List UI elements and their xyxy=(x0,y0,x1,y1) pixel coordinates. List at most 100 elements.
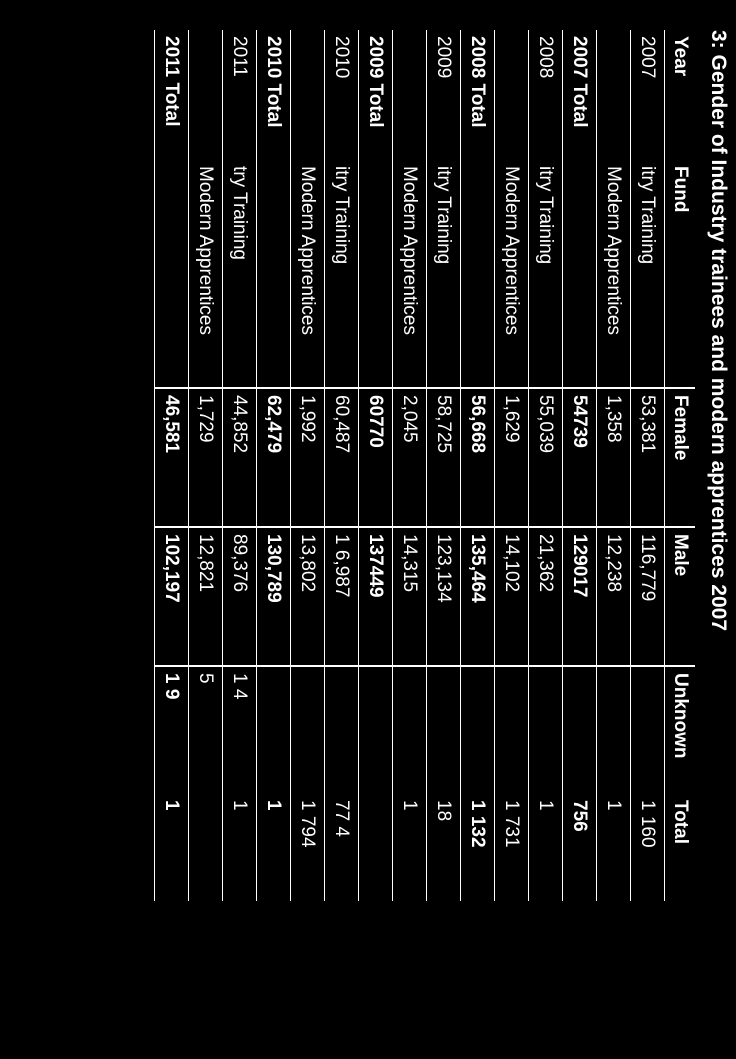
table-cell: 5 xyxy=(188,666,223,794)
total-row: 2009 Total 60770 137449 xyxy=(358,30,393,901)
table-cell: 21,362 xyxy=(528,527,563,666)
table-row: Modern Apprentices 1,992 13,802 1 794 xyxy=(290,30,325,901)
table-cell: 14,102 xyxy=(494,527,529,666)
table-cell: 77 4 xyxy=(324,794,359,901)
table-cell: 116,779 xyxy=(630,527,665,666)
column-header: Fund xyxy=(664,160,695,388)
column-header: Year xyxy=(664,30,695,160)
table-cell: itry Training xyxy=(324,160,359,388)
table-cell: Modern Apprentices xyxy=(392,160,427,388)
total-row: 2010 Total 62,479 130,789 1 xyxy=(256,30,291,901)
table-cell: 18 xyxy=(426,794,461,901)
table-cell xyxy=(392,666,427,794)
table-cell xyxy=(596,30,631,160)
column-header: Female xyxy=(664,388,695,527)
table-cell xyxy=(290,666,325,794)
table-cell xyxy=(494,30,529,160)
table-cell xyxy=(358,666,393,794)
table-cell: 2010 Total xyxy=(256,30,291,160)
table-cell: 1,729 xyxy=(188,388,223,527)
column-header: Total xyxy=(664,794,695,901)
table-cell xyxy=(256,160,291,388)
table-cell: 2009 Total xyxy=(358,30,393,160)
table-cell: 2008 xyxy=(528,30,563,160)
table-row: Modern Apprentices 2,045 14,315 1 xyxy=(392,30,427,901)
table-cell: 129017 xyxy=(562,527,597,666)
table-cell: 1 6,987 xyxy=(324,527,359,666)
table-cell: Modern Apprentices xyxy=(596,160,631,388)
table-cell: itry Training xyxy=(630,160,665,388)
table-cell: 2009 xyxy=(426,30,461,160)
table-cell xyxy=(256,666,291,794)
table-row: Modern Apprentices 1,729 12,821 5 xyxy=(188,30,223,901)
table-row: 2007 itry Training 53,381 116,779 1 160 xyxy=(630,30,665,901)
table-cell: Modern Apprentices xyxy=(290,160,325,388)
table-cell xyxy=(494,666,529,794)
total-row: 2007 Total 54739 129017 756 xyxy=(562,30,597,901)
table-cell: 1,629 xyxy=(494,388,529,527)
table-cell xyxy=(154,160,189,388)
table-cell xyxy=(324,666,359,794)
table-cell: 53,381 xyxy=(630,388,665,527)
table-cell: 46,581 xyxy=(154,388,189,527)
total-row: 2008 Total 56,668 135,464 1 132 xyxy=(460,30,495,901)
table-cell: 102,197 xyxy=(154,527,189,666)
table-cell: 1,358 xyxy=(596,388,631,527)
data-table: Year Fund Female Male Unknown Total 2007 itry T… xyxy=(154,30,695,901)
table-cell: itry Training xyxy=(426,160,461,388)
table-cell: 1 xyxy=(528,794,563,901)
table-cell: 1 794 xyxy=(290,794,325,901)
table-cell xyxy=(562,666,597,794)
table-cell: 756 xyxy=(562,794,597,901)
table-cell: 12,238 xyxy=(596,527,631,666)
table-row: Modern Apprentices 1,358 12,238 1 xyxy=(596,30,631,901)
table-cell: 2,045 xyxy=(392,388,427,527)
table-cell: itry Training xyxy=(528,160,563,388)
table-cell: 1 xyxy=(154,794,189,901)
table-cell: 1 731 xyxy=(494,794,529,901)
table-cell: 60,487 xyxy=(324,388,359,527)
table-cell: try Training xyxy=(222,160,257,388)
table-title: 3: Gender of Industry trainees and moder… xyxy=(707,30,730,632)
table-cell: 60770 xyxy=(358,388,393,527)
table-cell: 1 4 xyxy=(222,666,257,794)
table-cell: 13,802 xyxy=(290,527,325,666)
table-cell: 44,852 xyxy=(222,388,257,527)
table-cell xyxy=(358,794,393,901)
table-cell: 1 132 xyxy=(460,794,495,901)
table-cell: 62,479 xyxy=(256,388,291,527)
column-header: Male xyxy=(664,527,695,666)
table-cell: Modern Apprentices xyxy=(494,160,529,388)
table-cell xyxy=(562,160,597,388)
column-header: Unknown xyxy=(664,666,695,794)
table-cell: 2011 Total xyxy=(154,30,189,160)
table-cell xyxy=(426,666,461,794)
table-cell: 2008 Total xyxy=(460,30,495,160)
table-row: 2008 itry Training 55,039 21,362 1 xyxy=(528,30,563,901)
table-cell xyxy=(630,666,665,794)
table-cell xyxy=(290,30,325,160)
table-cell: 55,039 xyxy=(528,388,563,527)
table-cell xyxy=(188,30,223,160)
table-cell: 14,315 xyxy=(392,527,427,666)
table-cell: 123,134 xyxy=(426,527,461,666)
table-cell: 89,376 xyxy=(222,527,257,666)
table-cell xyxy=(596,666,631,794)
table-cell xyxy=(460,666,495,794)
table-cell: Modern Apprentices xyxy=(188,160,223,388)
table-cell xyxy=(188,794,223,901)
table-cell xyxy=(460,160,495,388)
table-cell xyxy=(392,30,427,160)
table-cell xyxy=(358,160,393,388)
table-cell: 1 xyxy=(392,794,427,901)
table-cell xyxy=(528,666,563,794)
table-cell: 1,992 xyxy=(290,388,325,527)
table-cell: 1 xyxy=(222,794,257,901)
table-cell: 1 xyxy=(256,794,291,901)
table-cell: 2010 xyxy=(324,30,359,160)
table-cell: 58,725 xyxy=(426,388,461,527)
table-cell: 54739 xyxy=(562,388,597,527)
